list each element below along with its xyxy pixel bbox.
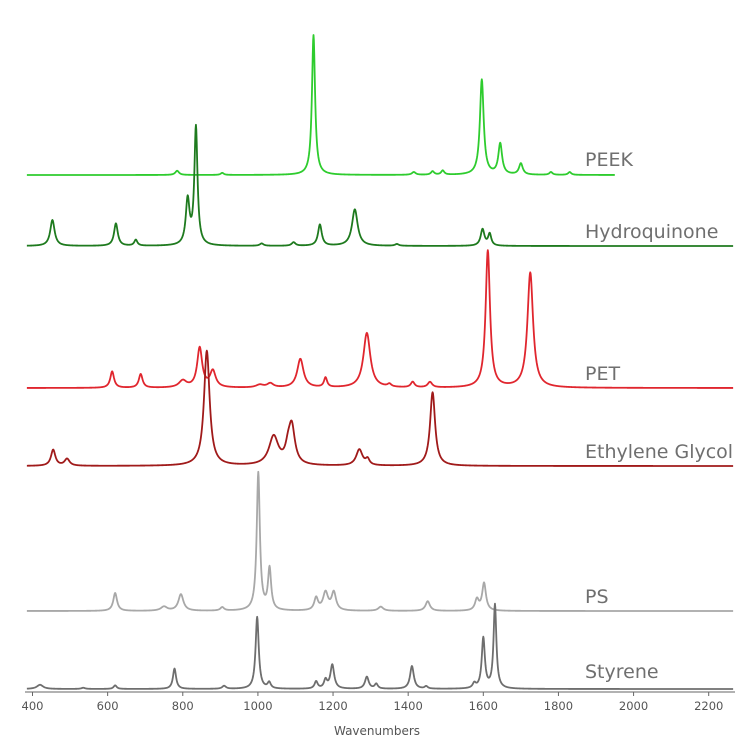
series-line-hydroquinone: [26, 123, 734, 247]
series-label-ethylene-glycol: Ethylene Glycol: [585, 441, 733, 463]
x-tick-label: 1800: [544, 699, 573, 713]
x-tick-label: 1400: [394, 699, 423, 713]
series-label-ps: PS: [585, 586, 609, 608]
x-tick-label: 1000: [243, 699, 272, 713]
x-tick-label: 400: [22, 699, 44, 713]
series-line-ps: [26, 470, 734, 612]
x-tick-label: 2000: [619, 699, 648, 713]
series-line-ethylene-glycol: [26, 349, 734, 467]
x-tick-label: 2200: [694, 699, 723, 713]
x-axis: 400 600 800 1000 1200 1400 1600 1800 2000 2200 Wa…: [22, 691, 735, 738]
series-line-styrene: [26, 602, 734, 690]
x-tick-label: 600: [97, 699, 119, 713]
series-line-pet: [26, 249, 734, 389]
series-label-styrene: Styrene: [585, 661, 659, 683]
x-tick-label: 1600: [469, 699, 498, 713]
x-tick-label: 800: [172, 699, 194, 713]
x-ticks: 400 600 800 1000 1200 1400 1600 1800 2000 2200: [22, 692, 723, 713]
series-label-peek: PEEK: [585, 149, 633, 171]
x-tick-label: 1200: [318, 699, 347, 713]
series-label-pet: PET: [585, 363, 620, 385]
series-labels: PEEK Hydroquinone PET Ethylene Glycol PS Styr…: [585, 149, 733, 683]
x-axis-title: Wavenumbers: [334, 724, 420, 738]
spectra-traces: [26, 34, 734, 690]
series-line-peek: [26, 34, 616, 176]
series-label-hydroquinone: Hydroquinone: [585, 221, 718, 243]
